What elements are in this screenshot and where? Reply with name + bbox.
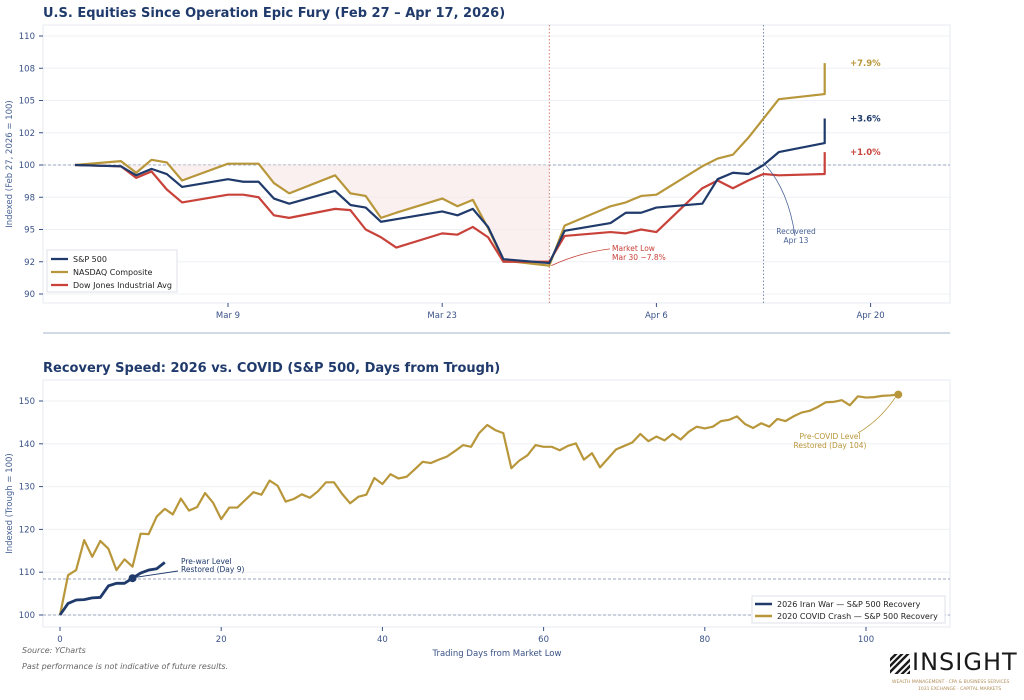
legend-label: S&P 500 — [73, 255, 107, 264]
y-tick-label: 100 — [19, 611, 35, 621]
x-tick-label: Apr 20 — [856, 311, 884, 321]
pre-war-label: Pre-war Level — [181, 557, 232, 566]
market-low-value: Mar 30 −7.8% — [612, 253, 666, 262]
pre-covid-arrow — [857, 397, 896, 434]
pre-war-arrow — [136, 570, 179, 578]
y-tick-label: 92 — [24, 258, 35, 268]
x-tick-label: Mar 23 — [427, 311, 457, 321]
pre-covid-sublabel: Restored (Day 104) — [794, 441, 867, 450]
y-tick-label: 150 — [19, 397, 35, 407]
bottom-chart-title: Recovery Speed: 2026 vs. COVID (S&P 500,… — [43, 361, 501, 376]
source-note: Source: YCharts — [22, 646, 86, 655]
iran-war-recovery-line — [58, 561, 166, 616]
y-tick-label: 110 — [19, 32, 35, 42]
end-label: +3.6% — [850, 115, 881, 125]
legend: S&P 500 NASDAQ Composite Dow Jones Industr… — [46, 249, 178, 293]
end-label: +7.9% — [850, 59, 881, 69]
recovered-label: Recovered — [776, 227, 816, 236]
y-axis-label: Indexed (Feb 27, 2026 = 100) — [5, 100, 15, 227]
covid-recovery-line — [58, 393, 899, 616]
x-tick-label: 60 — [538, 635, 549, 645]
x-tick-label: 100 — [858, 635, 874, 645]
legend-box — [751, 595, 946, 624]
legend-label: 2026 Iran War — S&P 500 Recovery — [777, 600, 921, 609]
y-tick-label: 120 — [19, 525, 35, 535]
y-tick-label: 98 — [24, 193, 35, 203]
legend-box — [46, 249, 178, 293]
market-low-label: Market Low — [612, 244, 655, 253]
legend-label: NASDAQ Composite — [73, 268, 153, 277]
pre-covid-label: Pre-COVID Level — [800, 432, 861, 441]
pre-covid-marker — [894, 390, 903, 399]
x-tick-label: 40 — [377, 635, 388, 645]
equities-chart: 90 92 95 98 100 102 105 108 110 Mar 9 Mar 23 Apr 6 A… — [5, 24, 951, 321]
y-tick-label: 100 — [19, 161, 35, 171]
disclaimer: Past performance is not indicative of fu… — [22, 662, 229, 671]
x-tick-label: 0 — [57, 635, 62, 645]
y-tick-label: 105 — [19, 97, 35, 107]
brand-tagline-2: 1031 EXCHANGE · CAPITAL MARKETS — [918, 687, 1002, 692]
brand-tagline-1: WEALTH MANAGEMENT · CPA & BUSINESS SERVI… — [892, 680, 1010, 685]
series-line-nasdaq-composite — [74, 63, 826, 267]
y-tick-label: 90 — [24, 290, 35, 300]
end-label: +1.0% — [850, 148, 881, 158]
y-tick-label: 108 — [19, 64, 35, 74]
recovered-date: Apr 13 — [784, 236, 809, 245]
x-axis-label: Trading Days from Market Low — [432, 649, 562, 659]
x-tick-label: 20 — [216, 635, 227, 645]
top-chart-title: U.S. Equities Since Operation Epic Fury … — [43, 6, 506, 21]
plot-area — [42, 24, 951, 304]
x-tick-label: 80 — [699, 635, 710, 645]
y-tick-label: 140 — [19, 440, 35, 450]
market-low-arrow — [551, 248, 611, 266]
recovered-arrow — [765, 164, 796, 237]
plot-area — [42, 379, 951, 628]
brand-name: INSIGHT — [912, 648, 1018, 676]
legend-label: 2020 COVID Crash — S&P 500 Recovery — [777, 612, 938, 621]
legend-label: Dow Jones Industrial Avg — [73, 281, 172, 290]
pre-war-marker — [128, 574, 137, 583]
y-axis-label: Indexed (Trough = 100) — [5, 453, 15, 553]
x-tick-label: Apr 6 — [645, 311, 668, 321]
insight-logo: INSIGHT WEALTH MANAGEMENT · CPA & BUSINE… — [890, 648, 1020, 700]
x-tick-label: Mar 9 — [216, 311, 240, 321]
y-tick-label: 110 — [19, 568, 35, 578]
pre-war-sublabel: Restored (Day 9) — [181, 565, 244, 574]
logo-stripes-icon — [890, 654, 910, 674]
series-line-dow-jones-industrial-avg — [74, 152, 826, 263]
y-tick-label: 130 — [19, 483, 35, 493]
legend: 2026 Iran War — S&P 500 Recovery 2020 COV… — [751, 595, 946, 624]
drawdown-shading — [75, 165, 550, 266]
series-line-s-p-500 — [74, 118, 826, 265]
y-tick-label: 95 — [24, 226, 35, 236]
y-tick-label: 102 — [19, 129, 35, 139]
